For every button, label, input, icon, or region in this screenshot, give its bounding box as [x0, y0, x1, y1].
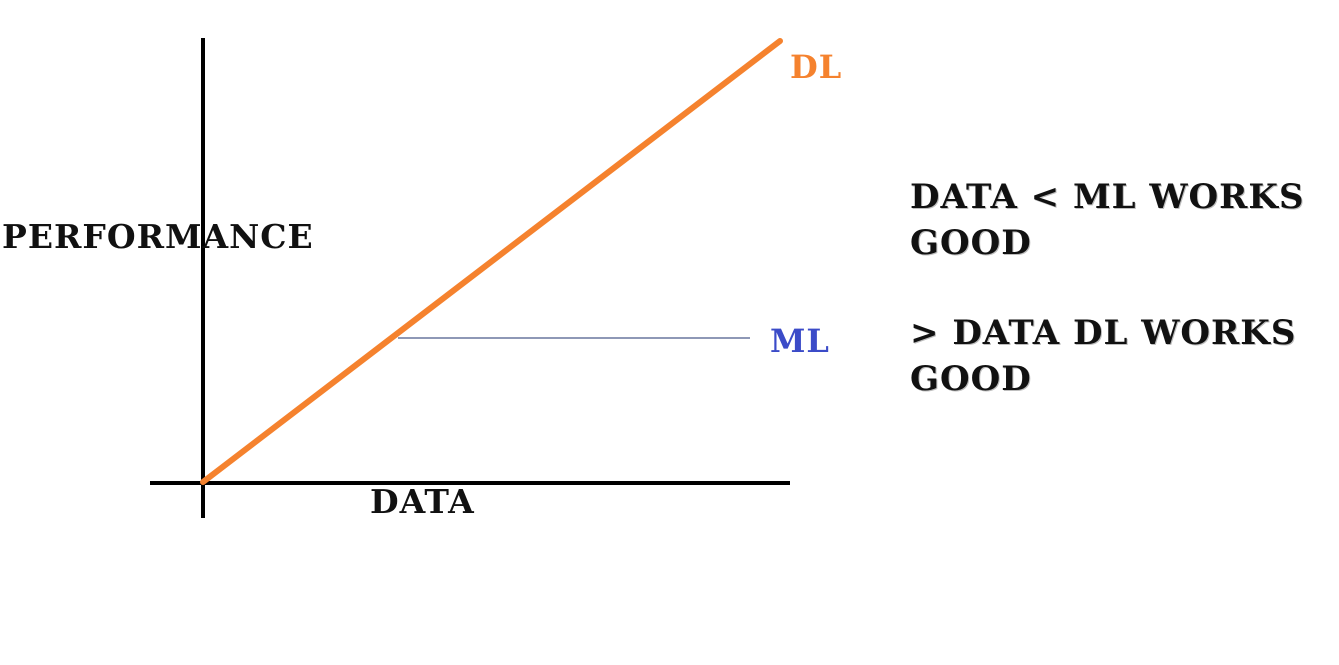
x-axis-label: DATA: [370, 482, 475, 521]
ml-label: ML: [770, 322, 830, 360]
dl-label: DL: [790, 48, 842, 86]
note-ml-works-good: DATA < ML WORKS GOOD: [910, 177, 1305, 263]
y-axis-label: PERFORMANCE: [2, 217, 314, 256]
note-dl-works-good: > DATA DL WORKS GOOD: [910, 313, 1297, 399]
dl-line: [200, 38, 783, 485]
